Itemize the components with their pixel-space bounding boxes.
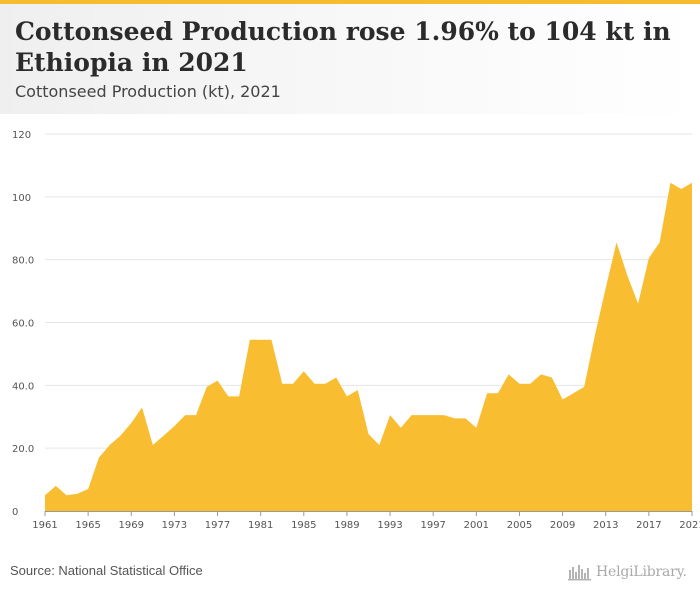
x-tick-label: 1993 — [377, 520, 402, 531]
chart-header: Cottonseed Production rose 1.96% to 104 … — [0, 4, 700, 114]
accent-bar — [0, 0, 700, 4]
x-tick-label: 1977 — [205, 520, 230, 531]
logo-text: HelgiLibrary. — [596, 564, 687, 580]
y-axis: 0 20.0 40.0 60.0 80.0 100 120 — [12, 130, 34, 518]
x-tick-label: 1973 — [162, 520, 187, 531]
y-tick-label: 100 — [12, 193, 31, 204]
source-note: Source: National Statistical Office — [10, 563, 203, 578]
x-tick-label: 1961 — [32, 520, 57, 531]
x-tick-label: 1989 — [334, 520, 359, 531]
area-series — [45, 182, 692, 511]
x-tick-label: 1981 — [248, 520, 273, 531]
x-tick-label: 1985 — [291, 520, 316, 531]
chart-subtitle: Cottonseed Production (kt), 2021 — [15, 82, 281, 101]
helgi-library-logo[interactable]: HelgiLibrary. — [568, 560, 692, 584]
y-tick-label: 120 — [12, 130, 31, 141]
series-area — [45, 182, 692, 511]
x-tick-label: 2001 — [464, 520, 489, 531]
x-axis: 1961 1965 1969 1973 1977 1981 1985 1989 1993 1997… — [32, 511, 700, 531]
area-chart: 0 20.0 40.0 60.0 80.0 100 120 1961 1965 1969 1973… — [12, 130, 700, 531]
y-tick-label: 40.0 — [12, 381, 34, 392]
x-tick-label: 1965 — [75, 520, 100, 531]
x-tick-label: 2009 — [550, 520, 575, 531]
x-tick-label: 2021 — [679, 520, 700, 531]
city-skyline-icon — [568, 565, 591, 581]
x-tick-label: 2013 — [593, 520, 618, 531]
y-tick-label: 80.0 — [12, 256, 34, 267]
chart-area: 0 20.0 40.0 60.0 80.0 100 120 1961 1965 1969 1973… — [0, 118, 700, 538]
x-tick-label: 1997 — [420, 520, 445, 531]
y-tick-label: 0 — [12, 507, 18, 518]
chart-title: Cottonseed Production rose 1.96% to 104 … — [15, 17, 671, 77]
x-tick-label: 1969 — [119, 520, 144, 531]
x-tick-label: 2017 — [636, 520, 661, 531]
x-tick-label: 2005 — [507, 520, 532, 531]
y-tick-label: 20.0 — [12, 444, 34, 455]
y-tick-label: 60.0 — [12, 319, 34, 330]
